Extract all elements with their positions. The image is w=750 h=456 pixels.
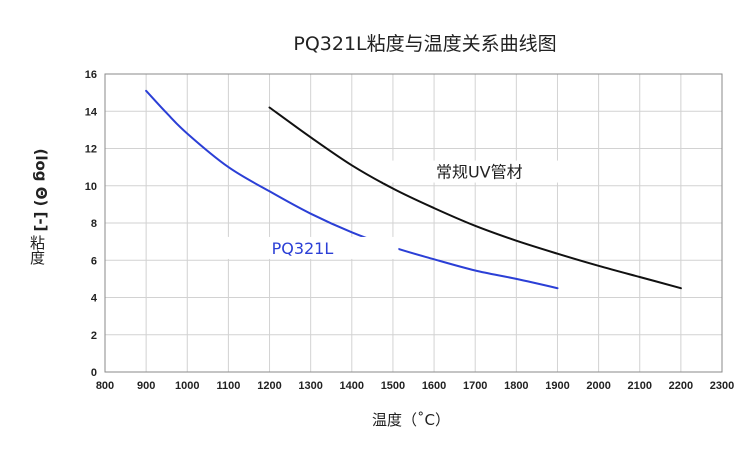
x-axis-title: 温度（˚C） bbox=[372, 411, 450, 429]
series-line-0 bbox=[145, 89, 559, 290]
y-tick-label: 6 bbox=[91, 255, 97, 267]
x-tick-label: 800 bbox=[96, 380, 114, 392]
y-tick-label: 4 bbox=[91, 293, 98, 305]
series-group: PQ321L 常规UV管材 bbox=[145, 89, 682, 290]
y-tick-label: 8 bbox=[91, 218, 97, 230]
y-tick-label: 16 bbox=[85, 69, 97, 81]
series-label-bg bbox=[206, 236, 399, 259]
tick-labels: 800 900 1000 1100 1200 1300 1400 1500 1600 1700 18… bbox=[85, 69, 734, 392]
series-label-bg bbox=[383, 160, 576, 183]
x-tick-label: 2100 bbox=[627, 380, 651, 392]
series-line-1 bbox=[268, 106, 682, 290]
y-tick-label: 14 bbox=[85, 106, 98, 118]
y-axis-title: 粘度 bbox=[28, 235, 46, 265]
x-tick-label: 1800 bbox=[504, 380, 528, 392]
y-tick-label: 0 bbox=[91, 367, 97, 379]
x-tick-label: 1300 bbox=[298, 380, 322, 392]
x-tick-label: 1700 bbox=[463, 380, 487, 392]
y-tick-label: 2 bbox=[91, 330, 97, 342]
x-tick-label: 2000 bbox=[586, 380, 610, 392]
x-tick-label: 1900 bbox=[545, 380, 569, 392]
y-axis-unit: (log Θ) [-] bbox=[32, 148, 50, 231]
x-tick-label: 2300 bbox=[710, 380, 734, 392]
x-tick-label: 2200 bbox=[669, 380, 693, 392]
x-tick-label: 1600 bbox=[422, 380, 446, 392]
x-tick-label: 900 bbox=[137, 380, 155, 392]
x-tick-label: 1200 bbox=[257, 380, 281, 392]
grid bbox=[104, 73, 723, 373]
series-label-1: 常规UV管材 bbox=[436, 163, 523, 182]
x-tick-label: 1400 bbox=[340, 380, 364, 392]
y-tick-label: 12 bbox=[85, 144, 97, 156]
y-tick-label: 10 bbox=[85, 181, 97, 193]
series-label-0: PQ321L bbox=[272, 239, 334, 258]
x-tick-label: 1100 bbox=[216, 380, 240, 392]
chart-title: PQ321L粘度与温度关系曲线图 bbox=[293, 33, 556, 55]
x-tick-label: 1000 bbox=[175, 380, 199, 392]
plot-frame bbox=[104, 73, 723, 373]
x-tick-label: 1500 bbox=[381, 380, 405, 392]
